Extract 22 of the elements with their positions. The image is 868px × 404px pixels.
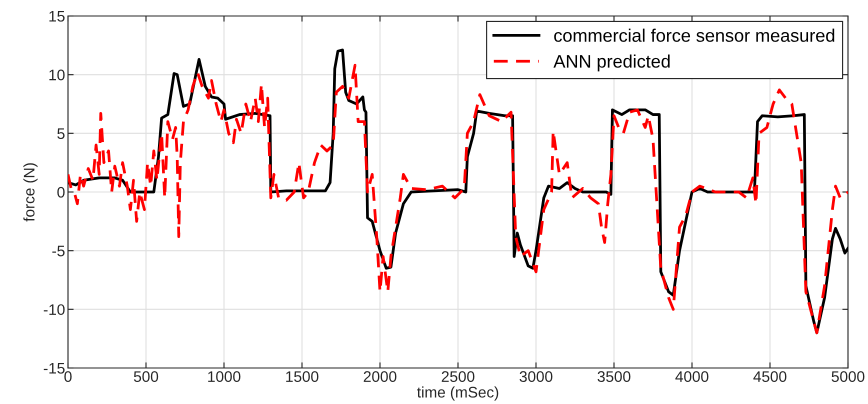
- y-tick-label: 10: [49, 70, 65, 80]
- x-tick-label: 2000: [364, 371, 396, 382]
- x-tick-label: 0: [64, 371, 72, 382]
- legend-label: ANN predicted: [553, 54, 670, 72]
- x-tick-label: 500: [134, 371, 158, 382]
- x-axis-title: time (mSec): [417, 386, 498, 401]
- x-tick-label: 1000: [208, 371, 240, 382]
- y-tick-label: -5: [52, 246, 65, 256]
- y-tick-label: -15: [44, 363, 65, 374]
- y-tick-label: 0: [57, 186, 65, 198]
- x-tick-label: 2500: [442, 371, 474, 382]
- y-tick-label: 15: [49, 11, 65, 22]
- x-tick-label: 1500: [286, 371, 318, 382]
- x-tick-label: 4500: [753, 371, 786, 382]
- y-tick-label: 5: [57, 128, 65, 140]
- x-tick-label: 5000: [832, 371, 864, 382]
- legend-label: commercial force sensor measured: [554, 28, 834, 42]
- x-tick-label: 3000: [520, 371, 552, 382]
- x-tick-label: 3500: [598, 371, 630, 382]
- y-axis-title: force (N): [23, 163, 38, 222]
- x-tick-label: 4000: [675, 371, 708, 382]
- y-tick-label: -10: [44, 304, 65, 316]
